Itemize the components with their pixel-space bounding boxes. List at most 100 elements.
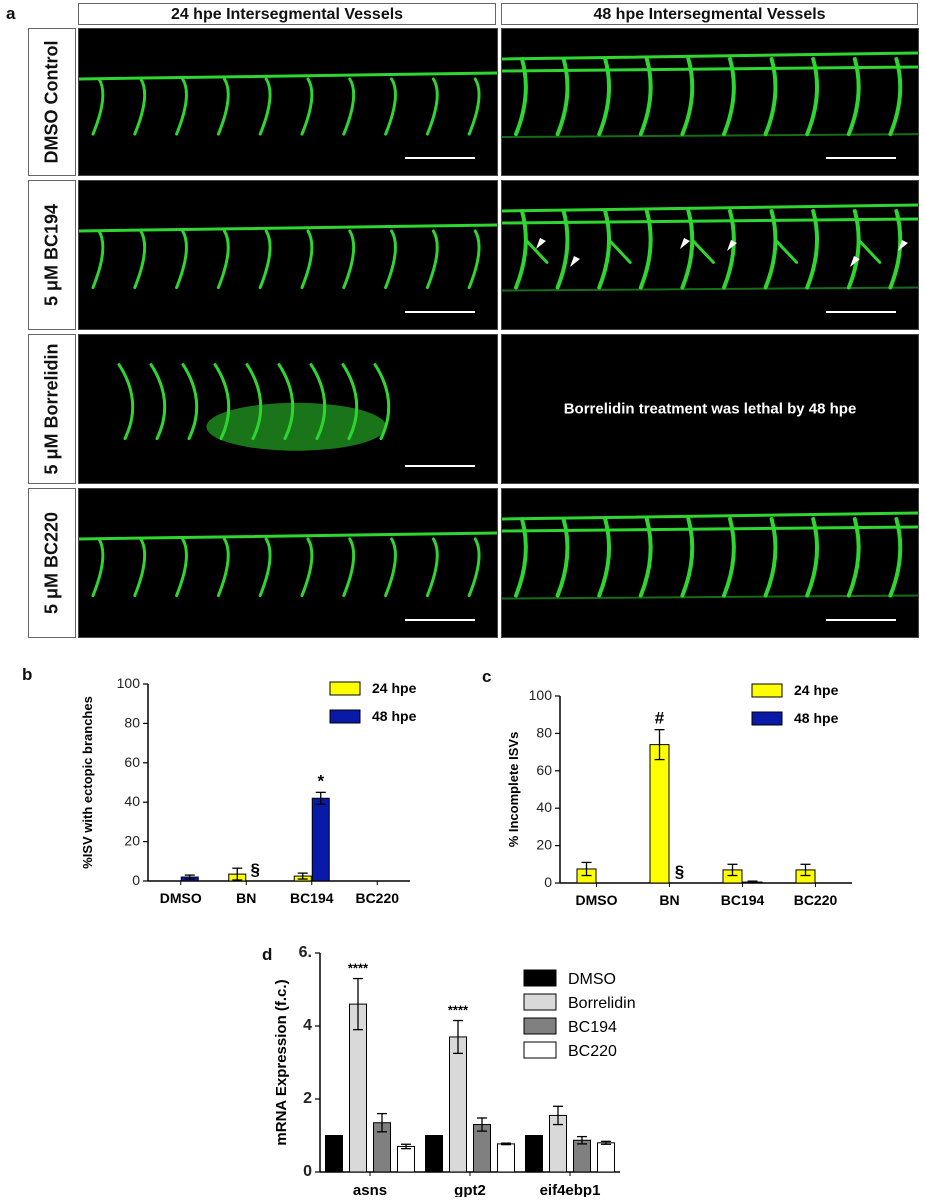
row-label-dmso: DMSO Control (28, 28, 76, 176)
legend-swatch (751, 683, 783, 698)
vessels (79, 531, 497, 598)
segment-vessel (91, 229, 105, 290)
segment-vessel (846, 57, 861, 137)
segment-vessel (300, 229, 314, 290)
bar (649, 744, 670, 884)
segment-vessel (514, 209, 528, 290)
legend-swatch (329, 709, 361, 724)
vessels (502, 203, 918, 292)
dorsal-vessel-2 (502, 217, 918, 225)
significance-marker: § (251, 860, 260, 879)
segment-vessel (638, 209, 653, 290)
vessels (79, 71, 497, 136)
legend-label: BC220 (568, 1043, 617, 1060)
bar (497, 1143, 515, 1173)
dorsal-vessel-2 (502, 525, 918, 533)
legend-swatch (523, 969, 557, 987)
segment-vessel (722, 57, 736, 137)
vessels (117, 363, 391, 451)
x-tick-label: BC194 (290, 890, 334, 905)
x-tick-label: BN (659, 892, 679, 905)
segment-vessel (91, 537, 105, 598)
significance-marker: # (655, 709, 665, 728)
segment-vessel (175, 77, 188, 136)
segment-vessel (597, 517, 611, 598)
legend-label: 24 hpe (794, 682, 839, 698)
segment-vessel (149, 363, 167, 441)
segment-vessel (846, 517, 861, 598)
micrograph-dmso-24hpe (78, 28, 498, 176)
x-tick-label: BC220 (355, 890, 399, 905)
y-tick-label: 4 (303, 1017, 312, 1034)
dorsal-vessel (502, 203, 918, 213)
micrograph-dmso-48hpe (501, 28, 919, 176)
y-tick-label: 60 (124, 754, 140, 770)
segment-vessel (846, 209, 861, 290)
segment-vessel (805, 57, 819, 137)
bar (311, 797, 330, 882)
x-tick-label: DMSO (160, 890, 202, 905)
legend-label: 48 hpe (372, 708, 417, 724)
dorsal-vessel (79, 531, 497, 541)
segment-vessel (175, 537, 188, 598)
segment-vessel (181, 363, 199, 441)
x-tick-label: BC220 (794, 892, 838, 905)
dorsal-vessel-2 (502, 65, 918, 73)
segment-vessel (384, 537, 397, 598)
micrograph-bc220-24hpe (78, 488, 498, 638)
segment-vessel (300, 77, 314, 136)
segment-vessel (342, 537, 356, 598)
bar (397, 1145, 415, 1173)
dorsal-vessel (79, 71, 497, 81)
bar (597, 1142, 615, 1173)
segment-vessel (91, 77, 105, 136)
arrowhead-marker (727, 240, 737, 251)
legend-swatch (329, 681, 361, 696)
y-tick-label: 2 (303, 1090, 312, 1107)
segment-vessel (763, 517, 778, 598)
panel-d-letter: d (262, 945, 273, 964)
ectopic-branch (774, 238, 799, 264)
x-tick-label: gpt2 (454, 1182, 486, 1197)
segment-vessel (133, 537, 147, 598)
arrowhead-marker (536, 238, 546, 249)
bar (325, 1135, 343, 1173)
row-label-bc194: 5 μM BC194 (28, 180, 76, 330)
y-tick-label: 20 (124, 833, 140, 849)
chart-c: 0 20 40 60 80 100 % Incomplete ISVs DMSO BN BC194… (506, 682, 852, 905)
segment-vessel (342, 229, 356, 290)
legend-label: Borrelidin (568, 995, 636, 1012)
legend-label: DMSO (568, 971, 616, 988)
segment-vessel (425, 77, 439, 136)
y-tick-label: 60 (536, 762, 552, 778)
segment-vessel (805, 517, 819, 598)
segment-vessel (555, 57, 570, 137)
row-label-borrelidin: 5 μM Borrelidin (28, 334, 76, 484)
segment-vessel (216, 77, 230, 136)
segment-vessel (216, 537, 230, 598)
segment-vessel (467, 537, 481, 598)
ectopic-branch (607, 238, 632, 264)
segment-vessel (216, 229, 230, 290)
chart-b: 0 20 40 60 80 100 %ISV with ectopic branches DM… (80, 675, 417, 905)
bar (525, 1135, 543, 1173)
y-tick-label: 0 (132, 872, 140, 888)
ectopic-branch (690, 238, 715, 264)
segment-vessel (763, 57, 778, 137)
micrograph-bc194-48hpe (501, 180, 919, 330)
column-header-24hpe: 24 hpe Intersegmental Vessels (78, 3, 496, 25)
segment-vessel (467, 229, 481, 290)
x-tick-label: DMSO (576, 892, 618, 905)
vessel-image (79, 223, 497, 313)
y-tick-label: 100 (117, 675, 141, 691)
vessel-image (502, 203, 918, 313)
legend-label: 24 hpe (372, 680, 417, 696)
ventral-vessel (502, 594, 918, 600)
panel-a-letter: a (6, 4, 16, 23)
x-tick-label: asns (353, 1182, 387, 1197)
arrowhead-marker (898, 240, 908, 251)
segment-vessel (133, 77, 147, 136)
significance-marker: * (317, 771, 324, 790)
significance-marker: **** (348, 961, 369, 976)
vessel-cluster (206, 402, 387, 451)
